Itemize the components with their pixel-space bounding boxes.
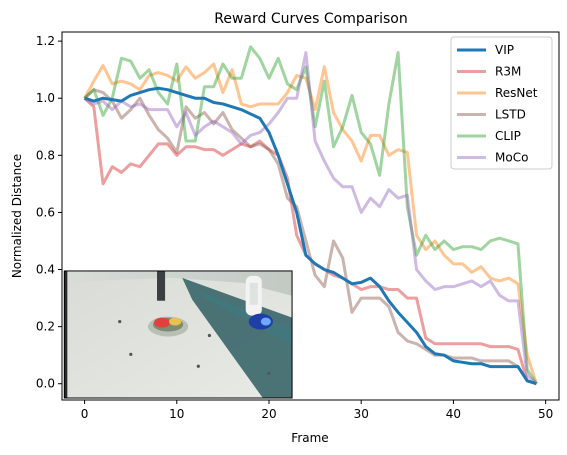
legend-label-vip: VIP xyxy=(495,43,514,57)
x-tick-label: 30 xyxy=(354,407,369,421)
x-tick-label: 10 xyxy=(169,407,184,421)
legend-label-moco: MoCo xyxy=(495,151,528,165)
x-axis-title: Frame xyxy=(291,431,328,445)
legend-label-clip: CLIP xyxy=(495,129,521,143)
series-lines xyxy=(83,45,538,386)
legend-label-r3m: R3M xyxy=(495,65,521,79)
legend-box xyxy=(450,36,553,170)
x-tick-label: 40 xyxy=(446,407,461,421)
axes-frame xyxy=(61,31,560,401)
x-tick-label: 50 xyxy=(538,407,553,421)
y-axis-title: Normalized Distance xyxy=(10,154,24,278)
series-line-resnet xyxy=(83,62,538,385)
axis-ticks: 0 10 20 30 40 50 0.0 0.2 0.4 0.6 0.8 1.0 1.2 xyxy=(36,34,553,421)
chart-title: Reward Curves Comparison xyxy=(214,11,407,27)
legend-label-resnet: ResNet xyxy=(495,86,538,100)
legend: VIP R3M ResNet LSTD CLIP MoCo xyxy=(450,36,553,170)
y-tick-label: 1.2 xyxy=(36,34,55,48)
series-line-moco xyxy=(83,51,538,385)
y-tick-label: 0.8 xyxy=(36,148,55,162)
legend-label-lstd: LSTD xyxy=(495,108,526,122)
x-tick-label: 20 xyxy=(261,407,276,421)
series-line-clip xyxy=(83,45,538,385)
series-line-vip xyxy=(84,86,537,386)
y-tick-label: 0.2 xyxy=(36,320,55,334)
y-tick-label: 1.0 xyxy=(36,91,55,105)
y-tick-label: 0.4 xyxy=(36,263,55,277)
y-tick-label: 0.0 xyxy=(36,377,55,391)
y-tick-label: 0.6 xyxy=(36,205,55,219)
inset-robot-photo xyxy=(63,270,293,399)
x-tick-label: 0 xyxy=(81,407,89,421)
